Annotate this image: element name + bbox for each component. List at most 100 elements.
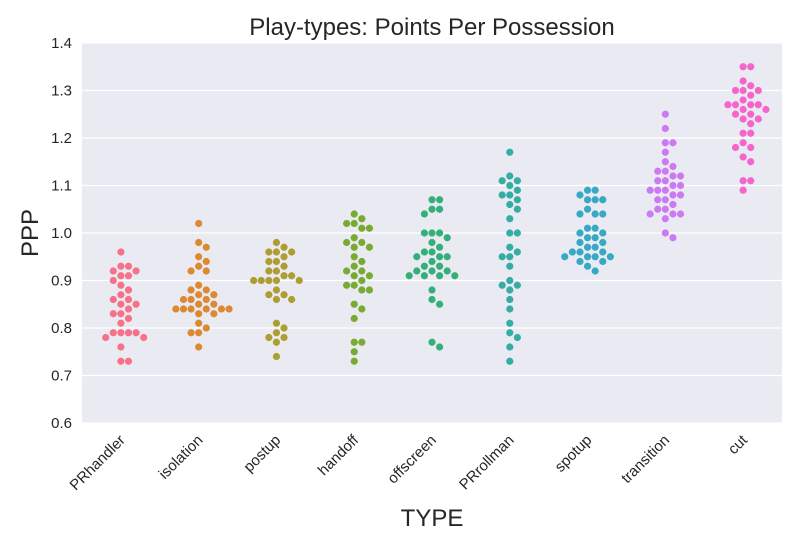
data-point-offscreen <box>405 272 413 280</box>
data-point-handoff <box>350 338 358 346</box>
data-point-isolation <box>195 291 203 299</box>
data-point-transition <box>676 191 685 199</box>
x-axis-label: TYPE <box>401 505 464 532</box>
data-point-transition <box>661 229 669 237</box>
data-point-transition <box>669 181 677 190</box>
data-point-cut <box>747 129 755 137</box>
data-point-prrollman <box>506 286 514 294</box>
data-point-postup <box>280 272 288 280</box>
data-point-spotup <box>591 267 599 275</box>
data-point-spotup <box>599 238 607 247</box>
data-point-cut <box>731 86 740 95</box>
data-point-transition <box>661 167 669 175</box>
data-point-handoff <box>350 262 358 270</box>
data-point-cut <box>739 139 747 147</box>
data-point-spotup <box>591 186 599 194</box>
data-point-handoff <box>350 234 358 242</box>
x-tick-label: spotup <box>552 432 596 476</box>
data-point-prhandler <box>117 319 125 327</box>
data-point-cut <box>731 101 740 109</box>
data-point-postup <box>280 253 288 261</box>
data-point-isolation <box>187 267 195 275</box>
x-tick-label: transition <box>618 432 673 487</box>
data-point-transition <box>676 172 685 180</box>
data-point-transition <box>661 196 669 204</box>
data-point-prhandler <box>117 343 125 351</box>
data-point-handoff <box>350 314 358 323</box>
data-point-offscreen <box>428 229 436 237</box>
data-point-cut <box>747 101 755 109</box>
data-point-spotup <box>576 229 584 237</box>
data-point-transition <box>661 177 669 185</box>
data-point-postup <box>272 238 281 247</box>
data-point-isolation <box>217 305 226 313</box>
data-point-postup <box>265 276 273 285</box>
data-point-prrollman <box>498 253 506 261</box>
data-point-spotup <box>599 257 607 266</box>
data-point-handoff <box>358 267 366 275</box>
data-point-postup <box>250 276 258 285</box>
data-point-postup <box>295 276 303 285</box>
data-point-handoff <box>358 276 366 285</box>
data-point-prrollman <box>513 229 521 237</box>
data-point-cut <box>747 177 755 185</box>
data-point-spotup <box>576 210 584 218</box>
data-point-prrollman <box>513 281 521 289</box>
data-point-isolation <box>202 324 210 332</box>
data-point-transition <box>661 215 669 223</box>
data-point-offscreen <box>413 267 421 275</box>
data-point-spotup <box>576 191 584 199</box>
data-point-cut <box>731 143 740 152</box>
data-point-transition <box>654 177 662 185</box>
data-point-cut <box>739 115 747 123</box>
data-point-isolation <box>195 238 203 247</box>
data-point-postup <box>288 248 296 256</box>
data-point-cut <box>739 96 747 104</box>
data-point-transition <box>661 186 669 194</box>
y-tick-label: 1.4 <box>51 35 72 52</box>
data-point-postup <box>272 329 281 337</box>
data-point-cut <box>739 63 747 71</box>
data-point-prrollman <box>506 191 514 199</box>
data-point-spotup <box>576 238 584 247</box>
data-point-offscreen <box>443 234 451 242</box>
data-point-transition <box>669 191 677 199</box>
y-tick-label: 0.6 <box>51 415 72 432</box>
data-point-handoff <box>365 286 374 294</box>
data-point-offscreen <box>428 295 436 304</box>
data-point-handoff <box>358 305 366 313</box>
data-point-handoff <box>365 224 374 232</box>
data-point-handoff <box>343 281 351 289</box>
data-point-handoff <box>343 238 351 247</box>
data-point-spotup <box>591 196 599 204</box>
data-point-transition <box>661 110 669 118</box>
data-point-cut <box>747 143 755 152</box>
data-point-postup <box>265 333 273 342</box>
data-point-spotup <box>583 196 592 204</box>
data-point-prhandler <box>132 300 140 308</box>
data-point-isolation <box>210 300 218 308</box>
data-point-prhandler <box>124 305 133 313</box>
data-point-spotup <box>583 234 592 242</box>
data-point-transition <box>661 139 669 147</box>
data-point-prhandler <box>117 357 125 365</box>
data-point-offscreen <box>436 205 444 213</box>
data-point-cut <box>747 158 755 166</box>
data-point-isolation <box>187 305 195 313</box>
data-point-isolation <box>195 310 203 318</box>
data-point-prhandler <box>109 329 117 337</box>
data-point-cut <box>739 186 747 194</box>
data-point-offscreen <box>428 267 436 275</box>
data-point-isolation <box>195 329 203 337</box>
data-point-cut <box>747 63 755 71</box>
data-point-isolation <box>202 267 210 275</box>
data-point-handoff <box>358 338 366 346</box>
data-point-cut <box>739 86 747 95</box>
data-point-prrollman <box>498 281 506 289</box>
data-point-prrollman <box>513 205 521 213</box>
data-point-prrollman <box>506 343 514 351</box>
data-point-offscreen <box>443 253 451 261</box>
data-point-offscreen <box>413 253 421 261</box>
data-point-prrollman <box>506 329 514 337</box>
